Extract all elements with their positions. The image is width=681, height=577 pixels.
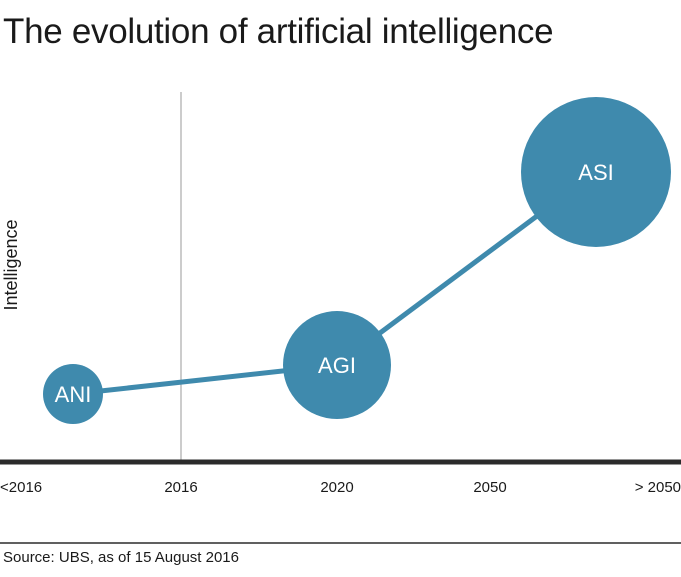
chart-title: The evolution of artificial intelligence [3, 12, 554, 51]
bubbles: ANI AGI ASI [43, 97, 671, 424]
x-tick-labels: <2016 2016 2020 2050 > 2050 [0, 479, 681, 496]
source-note: Source: UBS, as of 15 August 2016 [3, 549, 239, 566]
x-tick-label: > 2050 [635, 479, 681, 496]
bubble-label-ani: ANI [55, 382, 92, 407]
bubble-label-asi: ASI [578, 160, 613, 185]
x-tick-label: 2016 [164, 479, 197, 496]
y-axis-label: Intelligence [1, 219, 21, 310]
x-tick-label: 2020 [320, 479, 353, 496]
bubble-ani [43, 364, 103, 424]
bubble-agi [283, 311, 391, 420]
bubble-asi [521, 97, 671, 247]
x-tick-label: <2016 [0, 479, 42, 496]
bubble-label-agi: AGI [318, 353, 356, 378]
x-tick-label: 2050 [473, 479, 506, 496]
